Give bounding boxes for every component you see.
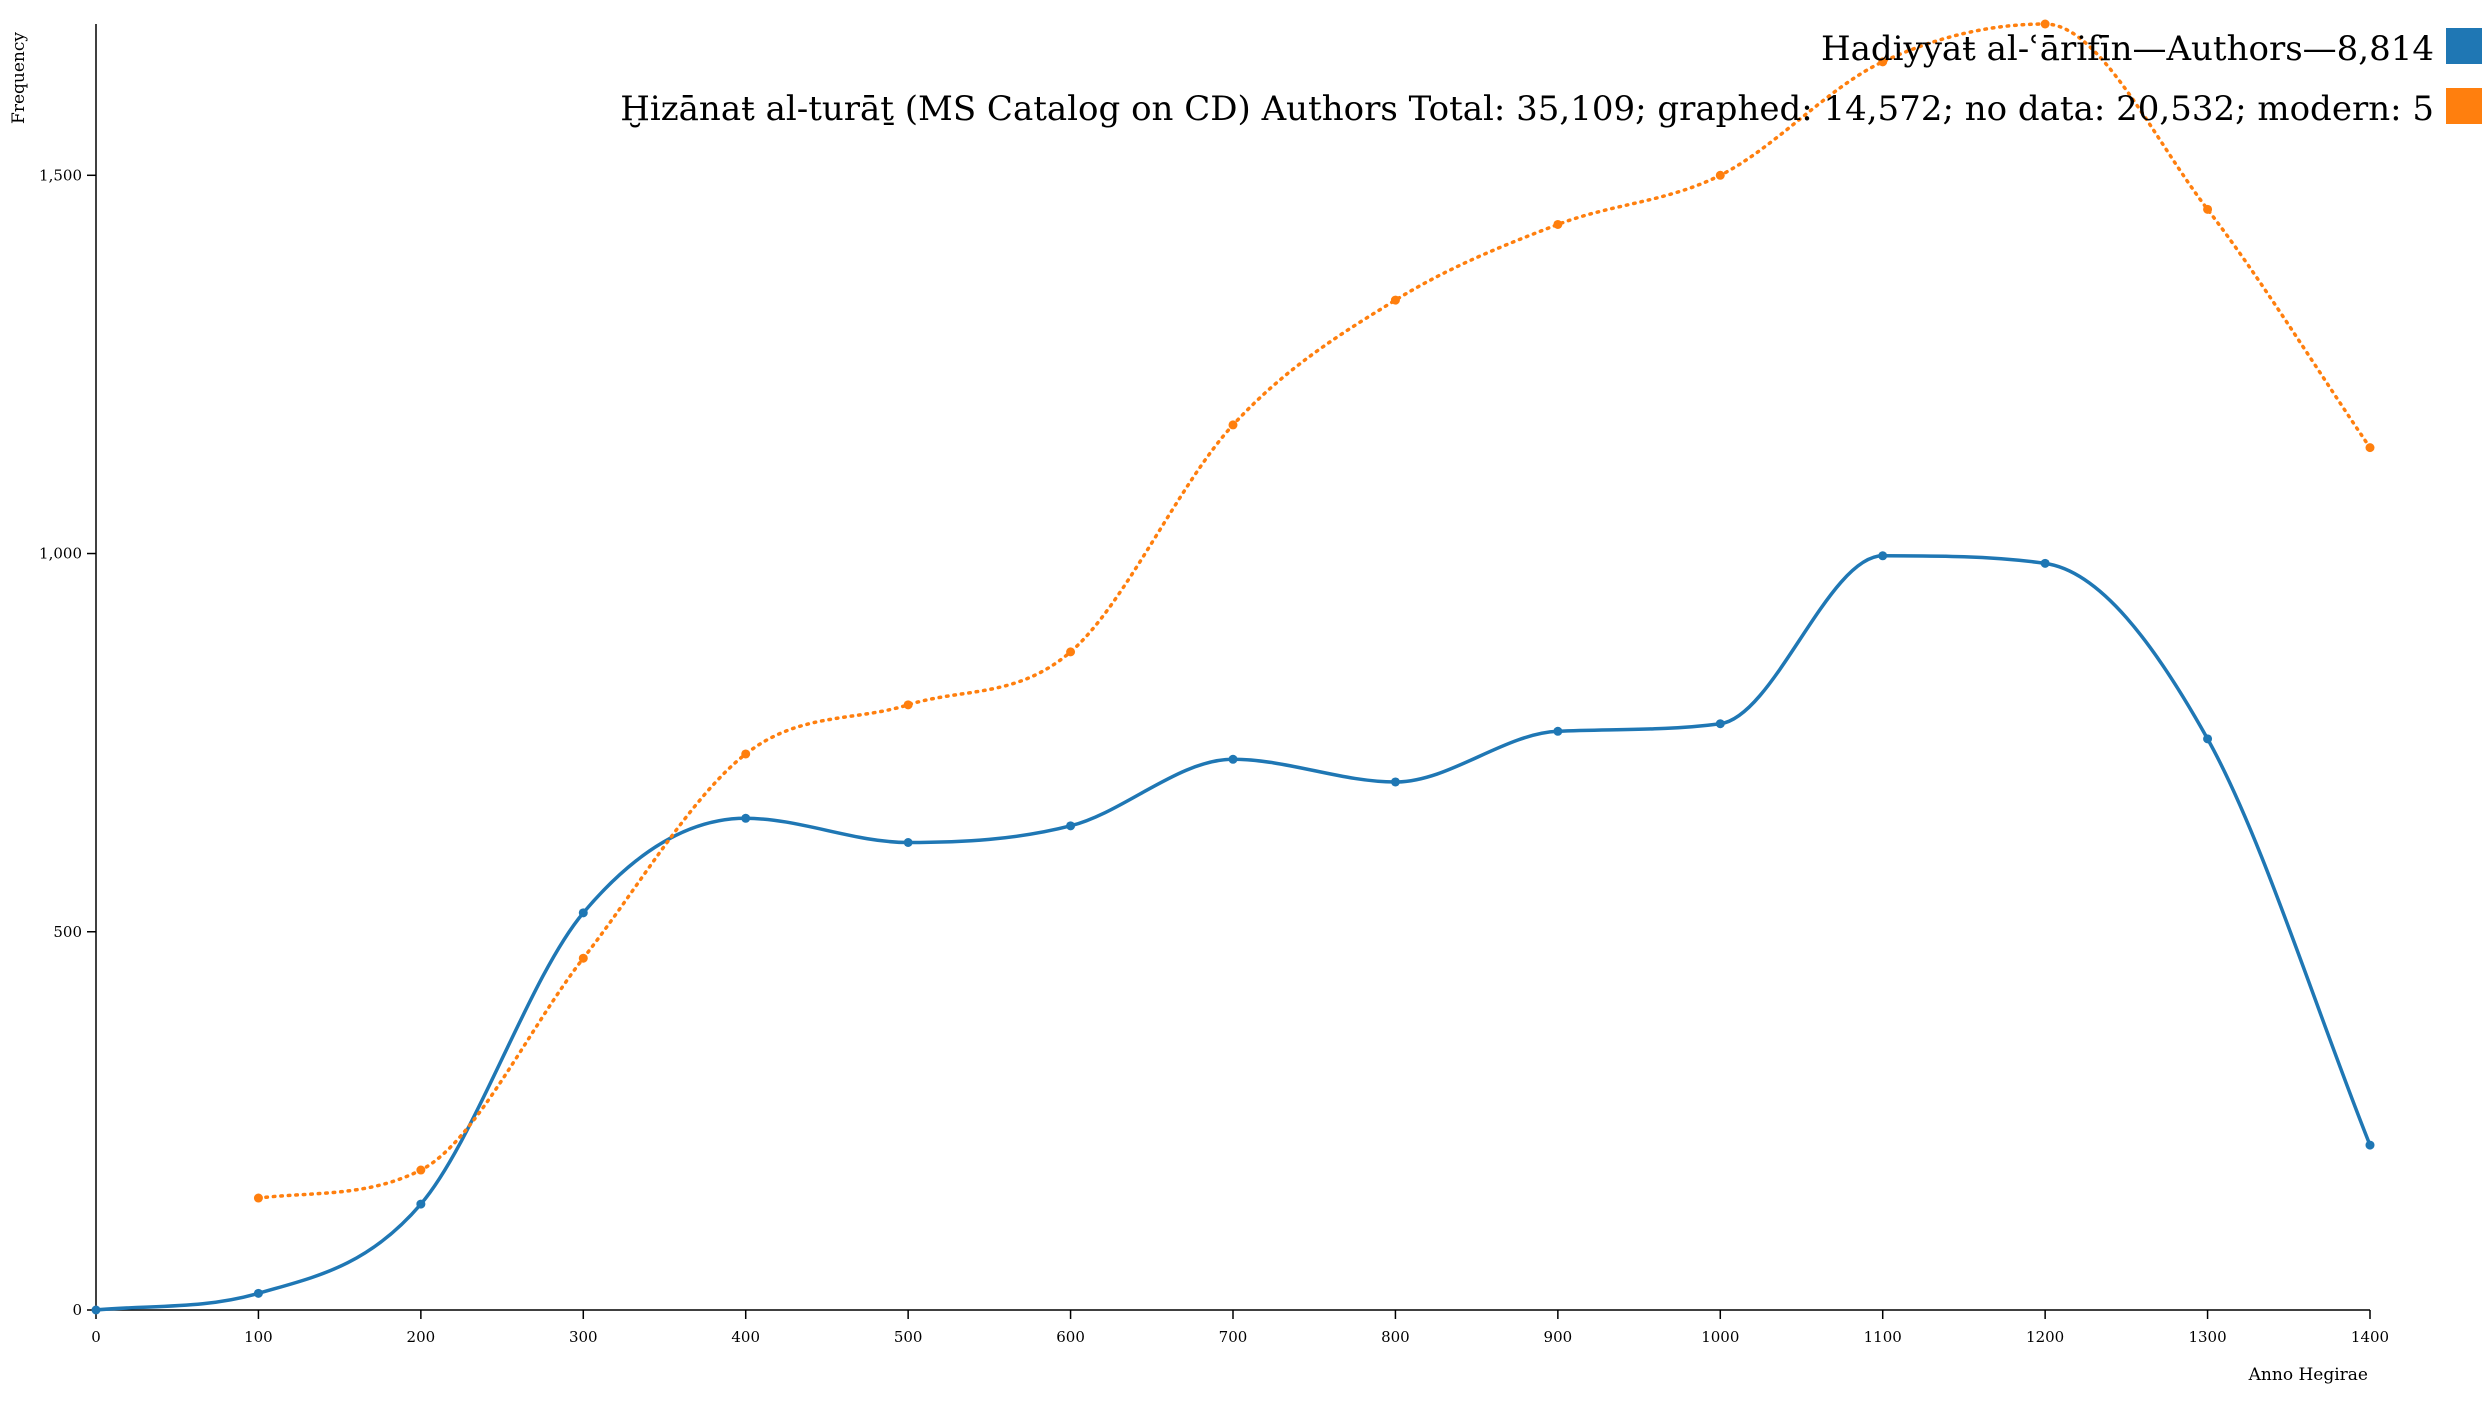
data-point-series-2 bbox=[253, 1193, 263, 1203]
data-point-series-1 bbox=[1228, 754, 1238, 764]
data-point-series-2 bbox=[2365, 443, 2375, 453]
data-point-series-2 bbox=[1390, 295, 1400, 305]
x-axis-title: Anno Hegirae bbox=[2248, 1365, 2368, 1385]
data-point-series-2 bbox=[2203, 204, 2213, 214]
data-point-series-1 bbox=[1390, 777, 1400, 787]
x-tick-label: 400 bbox=[731, 1328, 760, 1346]
data-point-series-1 bbox=[1066, 821, 1076, 831]
y-axis-title: Frequency bbox=[9, 32, 29, 124]
series-line-2 bbox=[256, 22, 2372, 1200]
y-tick-label: 1,500 bbox=[39, 166, 82, 184]
data-point-series-2 bbox=[2040, 19, 2050, 29]
data-point-series-1 bbox=[253, 1288, 263, 1298]
y-tick-label: 1,000 bbox=[39, 545, 82, 563]
data-point-series-1 bbox=[741, 813, 751, 823]
data-point-series-1 bbox=[2040, 558, 2050, 568]
data-point-series-2 bbox=[1878, 57, 1888, 67]
x-tick-label: 0 bbox=[91, 1328, 101, 1346]
legend-swatch-2 bbox=[2446, 88, 2482, 124]
x-tick-label: 600 bbox=[1056, 1328, 1085, 1346]
data-point-series-2 bbox=[1228, 420, 1238, 430]
data-point-series-2 bbox=[903, 700, 913, 710]
data-point-series-1 bbox=[416, 1199, 426, 1209]
data-point-series-1 bbox=[2365, 1140, 2375, 1150]
x-tick-label: 1000 bbox=[1701, 1328, 1739, 1346]
data-point-series-2 bbox=[578, 953, 588, 963]
data-point-series-1 bbox=[1715, 719, 1725, 729]
y-tick-label: 500 bbox=[53, 923, 82, 941]
series-line-1 bbox=[94, 554, 2372, 1312]
x-tick-label: 300 bbox=[569, 1328, 598, 1346]
data-point-series-1 bbox=[578, 908, 588, 918]
data-point-series-2 bbox=[741, 749, 751, 759]
data-point-series-1 bbox=[903, 838, 913, 848]
data-point-series-2 bbox=[1066, 647, 1076, 657]
data-point-series-1 bbox=[91, 1305, 101, 1315]
x-tick-label: 800 bbox=[1381, 1328, 1410, 1346]
legend-label-1: Hadiyyaŧ al-ʿārifīn—Authors—8,814 bbox=[1821, 29, 2434, 69]
y-tick-label: 0 bbox=[72, 1301, 82, 1319]
x-tick-label: 1100 bbox=[1864, 1328, 1902, 1346]
data-point-series-1 bbox=[1878, 551, 1888, 561]
x-tick-label: 1200 bbox=[2026, 1328, 2064, 1346]
data-point-series-2 bbox=[416, 1165, 426, 1175]
x-tick-label: 1400 bbox=[2351, 1328, 2389, 1346]
x-tick-label: 100 bbox=[244, 1328, 273, 1346]
data-point-series-1 bbox=[2203, 734, 2213, 744]
x-tick-label: 900 bbox=[1544, 1328, 1573, 1346]
legend-label-2: Ḫizānaŧ al-turāṯ (MS Catalog on CD) Auth… bbox=[620, 89, 2434, 129]
x-tick-label: 1300 bbox=[2188, 1328, 2226, 1346]
legend-swatch-1 bbox=[2446, 28, 2482, 64]
data-point-series-1 bbox=[1553, 726, 1563, 736]
data-point-series-2 bbox=[1553, 219, 1563, 229]
x-tick-label: 500 bbox=[894, 1328, 923, 1346]
x-tick-label: 700 bbox=[1219, 1328, 1248, 1346]
x-tick-label: 200 bbox=[407, 1328, 436, 1346]
data-point-series-2 bbox=[1715, 170, 1725, 180]
